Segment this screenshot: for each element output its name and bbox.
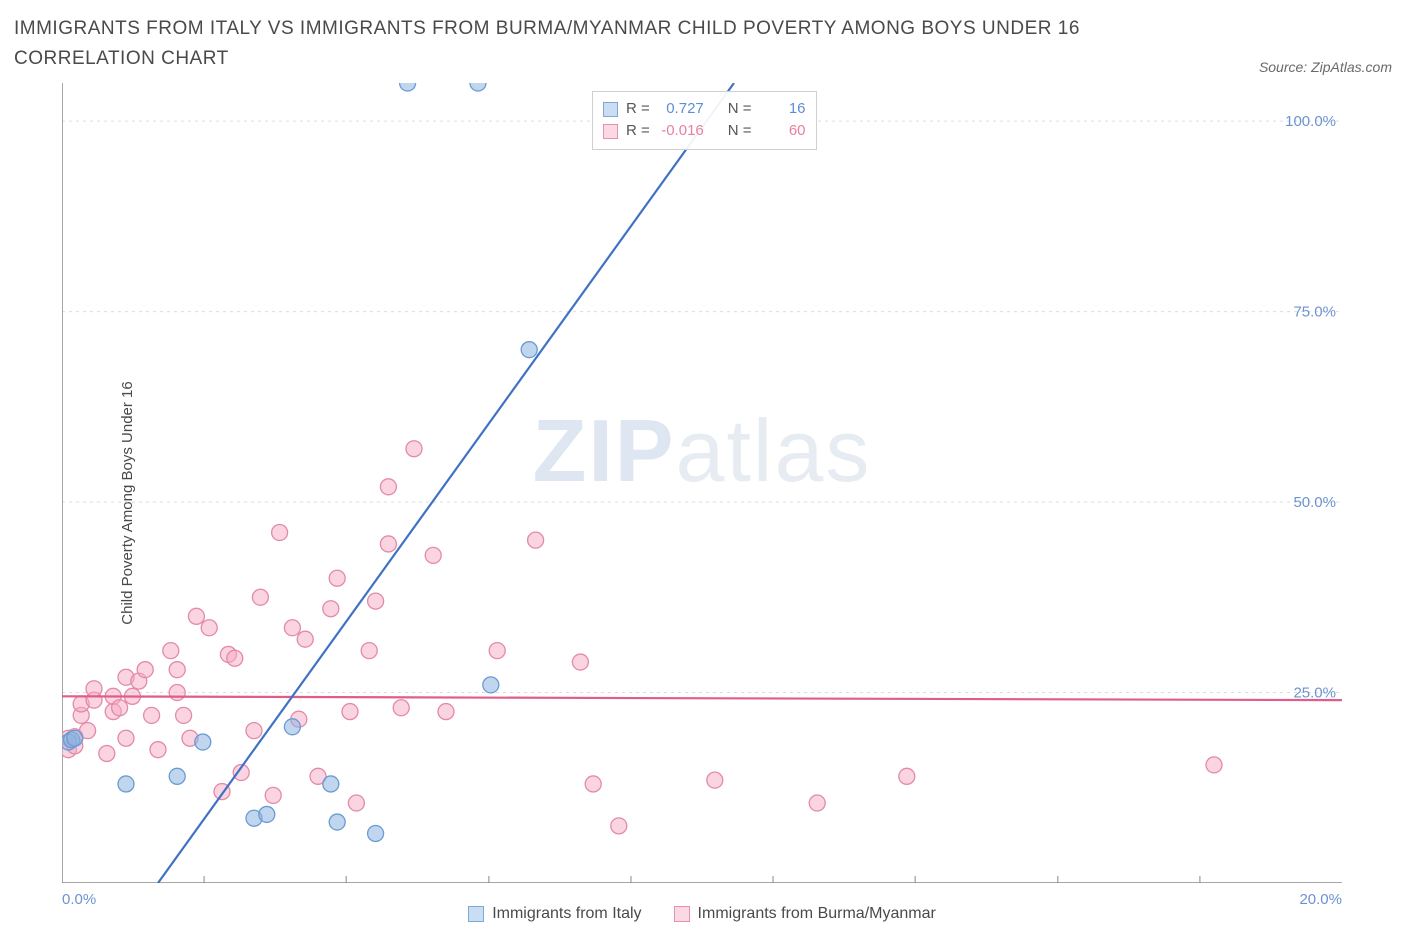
chart-source: Source: ZipAtlas.com — [1259, 59, 1392, 75]
chart-container: Child Poverty Among Boys Under 16 25.0%5… — [14, 83, 1392, 923]
chart-header: IMMIGRANTS FROM ITALY VS IMMIGRANTS FROM… — [14, 14, 1392, 75]
swatch-pink-icon — [603, 124, 618, 139]
plot-area: 25.0%50.0%75.0%100.0% ZIPatlas R = 0.727… — [62, 83, 1342, 883]
svg-text:75.0%: 75.0% — [1293, 303, 1336, 320]
chart-title: IMMIGRANTS FROM ITALY VS IMMIGRANTS FROM… — [14, 14, 1134, 75]
svg-text:50.0%: 50.0% — [1293, 494, 1336, 511]
swatch-blue-icon — [603, 102, 618, 117]
correlation-panel: R = 0.727 N = 16 R = -0.016 N = 60 — [592, 91, 817, 150]
svg-text:100.0%: 100.0% — [1285, 113, 1336, 130]
legend-swatch-blue-icon — [468, 906, 484, 922]
legend-label-2: Immigrants from Burma/Myanmar — [698, 905, 936, 923]
scatter-svg: 25.0%50.0%75.0%100.0% — [62, 83, 1342, 883]
legend-item-2: Immigrants from Burma/Myanmar — [674, 905, 936, 923]
x-axis-legend: Immigrants from Italy Immigrants from Bu… — [62, 905, 1342, 923]
legend-item-1: Immigrants from Italy — [468, 905, 641, 923]
legend-label-1: Immigrants from Italy — [492, 905, 641, 923]
correlation-row-1: R = 0.727 N = 16 — [603, 98, 806, 121]
correlation-row-2: R = -0.016 N = 60 — [603, 120, 806, 143]
legend-swatch-pink-icon — [674, 906, 690, 922]
